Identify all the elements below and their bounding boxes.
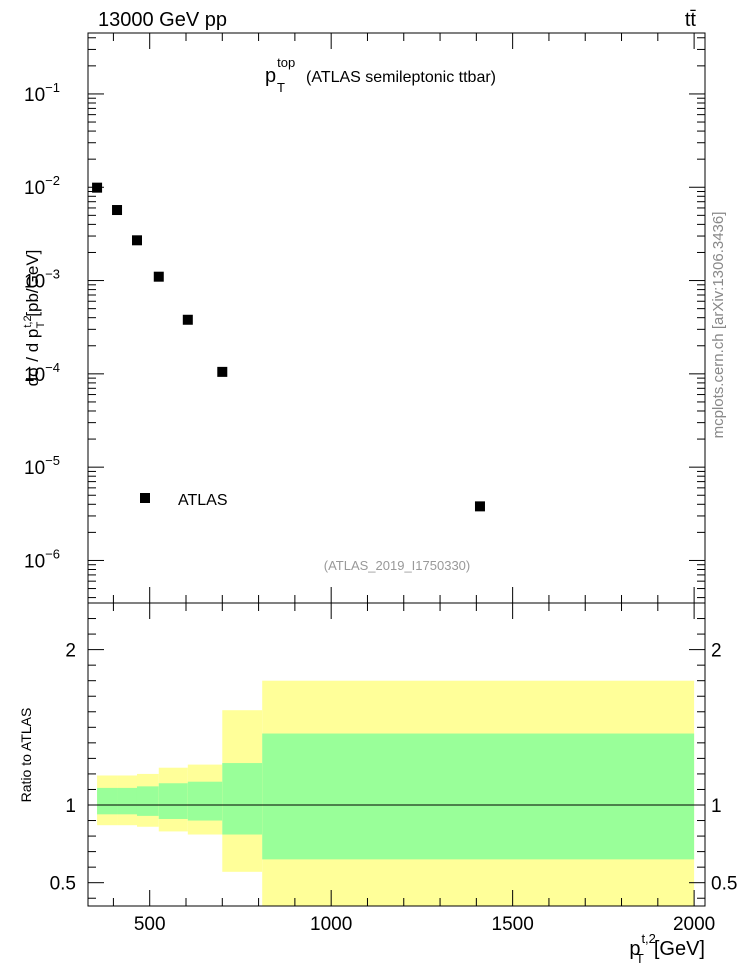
ratio-y-axis-label: Ratio to ATLAS [18, 708, 34, 803]
main-y-tick-base: 10 [24, 365, 45, 386]
data-point-atlas [131, 235, 142, 246]
ratio-y-tick-label: 2 [65, 641, 76, 662]
ratio-y-tick-label-right: 1 [711, 796, 722, 817]
ratio-frame [87, 602, 706, 907]
legend-label-atlas: ATLAS [178, 492, 228, 509]
x-axis-label: pt,2 T [GeV] [629, 931, 705, 966]
ratio-x-ticks: 500 1000 1500 2000 [112, 603, 715, 935]
data-point-atlas [153, 271, 164, 282]
title-text: (ATLAS semileptonic ttbar) [306, 69, 496, 86]
main-y-tick-label: 10−3 [24, 267, 60, 293]
ratio-y-tick-label-right: 2 [711, 641, 722, 662]
x-tick-label: 500 [134, 914, 166, 935]
ratio-stat-band [117, 787, 137, 815]
data-point-atlas [182, 314, 193, 325]
ratio-y-tick-label: 0.5 [50, 874, 76, 895]
main-y-tick-base: 10 [24, 85, 45, 106]
main-y-tick-exp: −1 [45, 80, 60, 95]
title-symbol: p [265, 65, 276, 87]
x-axis-superscript: t,2 [641, 931, 655, 946]
analysis-id: (ATLAS_2019_I1750330) [324, 558, 470, 573]
main-y-tick-base: 10 [24, 272, 45, 293]
ratio-y-ticks: 2 2 1 1 0.5 0.5 [50, 618, 737, 899]
ratio-stat-band [97, 787, 118, 815]
data-point-atlas [217, 366, 228, 377]
main-y-tick-base: 10 [24, 458, 45, 479]
ratio-panel: 2 2 1 1 0.5 0.5 500 1000 1500 2000 Ratio to ATLA… [18, 602, 737, 966]
x-tick-label: 1500 [492, 914, 534, 935]
x-tick-label: 1000 [310, 914, 352, 935]
data-point-atlas [474, 501, 485, 512]
main-y-tick-exp: −3 [45, 267, 60, 282]
main-y-tick-base: 10 [24, 551, 45, 572]
watermark: mcplots.cern.ch [arXiv:1306.3436] [710, 212, 727, 439]
main-y-tick-label: 10−6 [24, 546, 60, 572]
ratio-y-tick-label-right: 0.5 [711, 874, 737, 895]
main-y-tick-label: 10−5 [24, 453, 60, 479]
energy-label: 13000 GeV pp [98, 9, 227, 31]
ratio-stat-band [136, 786, 159, 816]
ratio-stat-band [262, 733, 695, 860]
x-axis-symbol: p [629, 938, 640, 960]
main-y-tick-label: 10−2 [24, 173, 60, 199]
x-tick-label: 2000 [673, 914, 715, 935]
process-label: tt̄ [685, 9, 697, 31]
main-y-tick-label: 10−4 [24, 360, 60, 386]
main-y-ticks: 10−110−210−310−410−510−6 [24, 37, 705, 599]
ratio-bands [97, 680, 695, 906]
main-y-tick-exp: −4 [45, 360, 60, 375]
ratio-stat-band [158, 783, 188, 819]
ratio-stat-band [222, 763, 263, 835]
plot-title: ptop T (ATLAS semileptonic ttbar) [265, 55, 496, 95]
main-frame [87, 32, 706, 604]
ratio-y-tick-label: 1 [65, 796, 76, 817]
main-y-tick-base: 10 [24, 178, 45, 199]
ratio-stat-band [187, 781, 223, 821]
main-panel: 10−110−210−310−410−510−6 ptop T(ATLAS sem… [22, 32, 706, 604]
legend-marker-atlas [140, 493, 150, 503]
main-y-tick-exp: −6 [45, 546, 60, 561]
title-superscript: top [277, 55, 295, 70]
main-y-tick-exp: −5 [45, 453, 60, 468]
x-axis-subscript: T [636, 951, 644, 966]
main-marks [92, 182, 485, 512]
main-x-ticks [112, 33, 695, 603]
title-subscript: T [277, 80, 285, 95]
main-y-tick-exp: −2 [45, 173, 60, 188]
data-point-atlas [112, 205, 123, 216]
x-axis-unit: [GeV] [654, 938, 705, 960]
main-y-tick-label: 10−1 [24, 80, 60, 106]
